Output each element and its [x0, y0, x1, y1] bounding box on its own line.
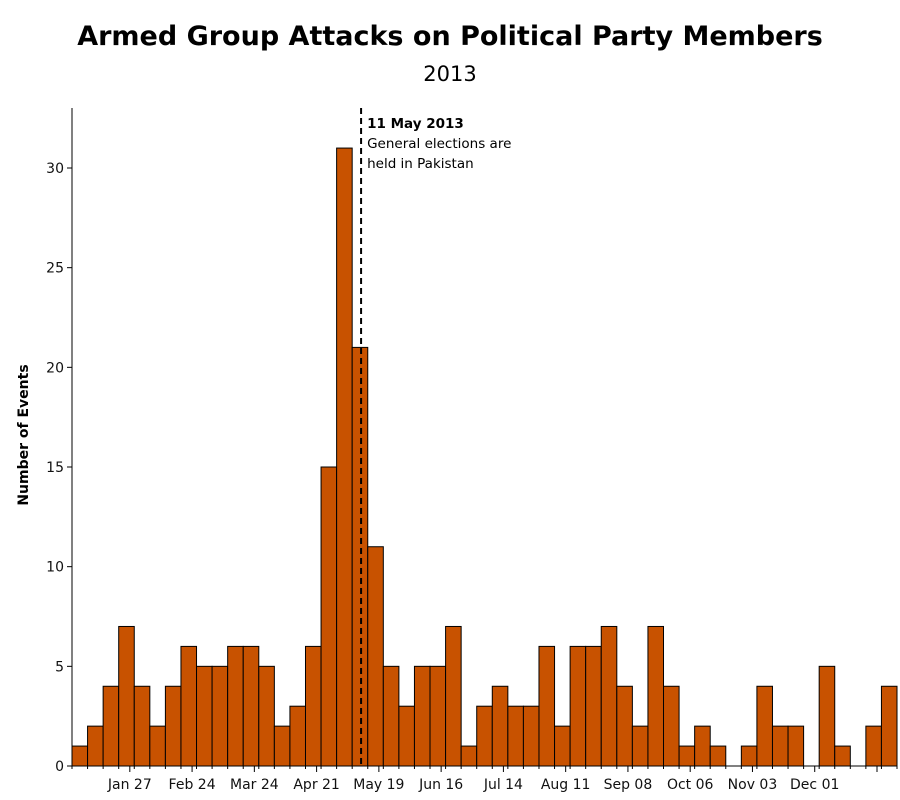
bar [663, 685, 680, 767]
axes: 0 5 10 15 20 25 30 Jan 27 Feb 24 Mar 24 Apr 21 May … [46, 108, 898, 793]
bar [242, 645, 260, 767]
bar [865, 725, 882, 767]
bar [709, 745, 727, 767]
y-tick-label: 5 [55, 659, 64, 675]
bar [787, 725, 805, 767]
bar [71, 745, 89, 767]
y-axis-label: Number of Events [16, 364, 32, 505]
annotation: 11 May 2013 General elections are held i… [360, 108, 511, 766]
bar [149, 725, 166, 767]
y-tick-label: 10 [46, 560, 64, 576]
x-tick-label: Sep 08 [604, 777, 653, 793]
y-tick-label: 15 [46, 460, 64, 476]
chart-subtitle: 2013 [423, 62, 476, 86]
chart-title: Armed Group Attacks on Political Party M… [77, 21, 823, 52]
y-tick-label: 30 [46, 161, 64, 177]
bar [694, 725, 711, 767]
annotation-title: 11 May 2013 [367, 116, 464, 132]
x-tick-label: Apr 21 [293, 777, 339, 793]
bar [398, 705, 415, 767]
bar [227, 645, 244, 767]
annotation-line-2: held in Pakistan [367, 156, 474, 172]
bar [211, 665, 229, 767]
bar [678, 745, 696, 767]
bar [118, 625, 135, 767]
bars [71, 147, 898, 767]
bar [740, 745, 758, 767]
x-tick-label: Jun 16 [418, 777, 463, 793]
x-tick-label: Feb 24 [169, 777, 216, 793]
bar [180, 645, 198, 767]
bar [102, 685, 120, 767]
bar [351, 346, 369, 767]
bar [413, 665, 431, 767]
y-tick-label: 25 [46, 261, 64, 277]
y-tick-label: 20 [46, 360, 64, 376]
bar [616, 685, 633, 767]
bar [522, 705, 540, 767]
x-tick-label: Mar 24 [230, 777, 279, 793]
bar [273, 725, 291, 767]
bar [771, 725, 789, 767]
bar [196, 665, 213, 767]
bar [818, 665, 836, 767]
x-tick-label: Aug 11 [541, 777, 591, 793]
bar [538, 645, 556, 767]
x-tick-label: May 19 [353, 777, 404, 793]
bar [429, 665, 447, 767]
bar [491, 685, 509, 767]
bar [507, 705, 524, 767]
bar [336, 147, 353, 767]
bar [460, 745, 478, 767]
x-tick-label: Oct 06 [667, 777, 714, 793]
y-tick-label: 0 [55, 759, 64, 775]
bar [133, 685, 151, 767]
bar [554, 725, 571, 767]
x-tick-label: Nov 03 [728, 777, 778, 793]
bar [164, 685, 182, 767]
bar [585, 645, 602, 767]
bar [834, 745, 851, 767]
bar [600, 625, 618, 767]
x-tick-label: Jan 27 [107, 777, 152, 793]
bar [382, 665, 400, 767]
bar [476, 705, 493, 767]
bar [258, 665, 275, 767]
x-tick-label: Dec 01 [790, 777, 839, 793]
bar [87, 725, 104, 767]
bar [445, 625, 462, 767]
bar [320, 466, 338, 767]
annotation-line-1: General elections are [367, 136, 511, 152]
x-tick-label: Jul 14 [483, 777, 523, 793]
bar [569, 645, 587, 767]
bar [289, 705, 306, 767]
bar [880, 685, 898, 767]
bar [367, 546, 384, 767]
bar [304, 645, 322, 767]
bar [647, 625, 665, 767]
bar [631, 725, 649, 767]
bar [756, 685, 773, 767]
